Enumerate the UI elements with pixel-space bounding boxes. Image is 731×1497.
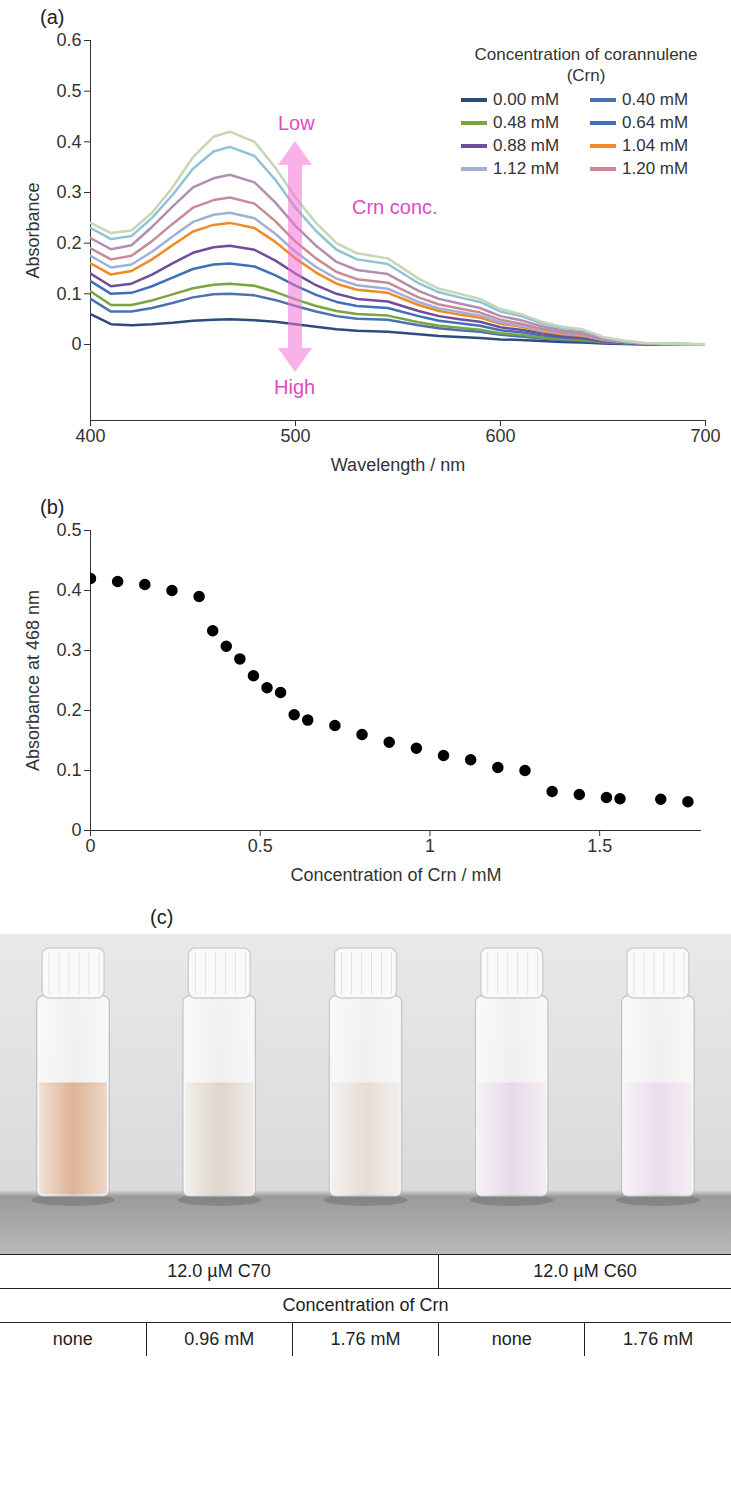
html-text:Concentration of Crn: Concentration of Crn bbox=[282, 1295, 449, 1315]
svg-text:0.1: 0.1 bbox=[56, 284, 81, 304]
html-text:0.48 mM: 0.48 mM bbox=[493, 113, 560, 132]
svg-text:0.2: 0.2 bbox=[56, 700, 81, 720]
svg-text:1: 1 bbox=[425, 836, 435, 856]
html-text:0.64 mM: 0.64 mM bbox=[622, 113, 689, 132]
html-text:0.88 mM: 0.88 mM bbox=[493, 136, 560, 155]
svg-text:0: 0 bbox=[85, 836, 95, 856]
html-text:(a): (a) bbox=[40, 6, 65, 28]
html-text:High: High bbox=[274, 376, 316, 398]
svg-text:0.1: 0.1 bbox=[56, 760, 81, 780]
svg-text:0.4: 0.4 bbox=[56, 580, 81, 600]
svg-text:0.3: 0.3 bbox=[56, 640, 81, 660]
svg-text:0.3: 0.3 bbox=[56, 182, 81, 202]
html-text:none: none bbox=[52, 1329, 93, 1349]
svg-text:0.5: 0.5 bbox=[56, 81, 81, 101]
html-text:1.20 mM: 1.20 mM bbox=[622, 159, 689, 178]
svg-text:400: 400 bbox=[75, 426, 105, 446]
svg-text:0.6: 0.6 bbox=[56, 30, 81, 50]
html-text:1.12 mM: 1.12 mM bbox=[493, 159, 560, 178]
svg-text:Wavelength / nm: Wavelength / nm bbox=[331, 455, 465, 475]
html-text:12.0 µM C60: 12.0 µM C60 bbox=[533, 1261, 637, 1281]
html-text:0.40 mM: 0.40 mM bbox=[622, 90, 689, 109]
svg-text:0.5: 0.5 bbox=[248, 836, 273, 856]
html-text:0.96 mM: 0.96 mM bbox=[184, 1329, 255, 1349]
svg-text:600: 600 bbox=[485, 426, 515, 446]
html-text:(b): (b) bbox=[40, 496, 65, 518]
svg-text:Absorbance at 468 nm: Absorbance at 468 nm bbox=[23, 590, 43, 771]
html-text:none: none bbox=[491, 1329, 532, 1349]
html-text:12.0 µM C70: 12.0 µM C70 bbox=[167, 1261, 271, 1281]
html-text:1.76 mM: 1.76 mM bbox=[623, 1329, 694, 1349]
svg-text:0.4: 0.4 bbox=[56, 132, 81, 152]
svg-text:Absorbance: Absorbance bbox=[23, 182, 43, 278]
html-text:Crn conc.: Crn conc. bbox=[352, 196, 438, 218]
svg-text:0: 0 bbox=[71, 820, 81, 840]
svg-text:0: 0 bbox=[71, 334, 81, 354]
html-text:Concentration of corannulene (: Concentration of corannulene (Crn) bbox=[474, 45, 698, 85]
html-text:(c): (c) bbox=[150, 906, 174, 928]
html-text:Low: Low bbox=[278, 112, 315, 134]
svg-text:Concentration of Crn / mM: Concentration of Crn / mM bbox=[290, 865, 501, 885]
svg-text:0.5: 0.5 bbox=[56, 520, 81, 540]
svg-text:1.5: 1.5 bbox=[587, 836, 612, 856]
svg-text:700: 700 bbox=[690, 426, 720, 446]
svg-text:0.2: 0.2 bbox=[56, 233, 81, 253]
html-text:1.76 mM: 1.76 mM bbox=[330, 1329, 401, 1349]
svg-text:500: 500 bbox=[280, 426, 310, 446]
html-text:1.04 mM: 1.04 mM bbox=[622, 136, 689, 155]
html-text:0.00 mM: 0.00 mM bbox=[493, 90, 560, 109]
